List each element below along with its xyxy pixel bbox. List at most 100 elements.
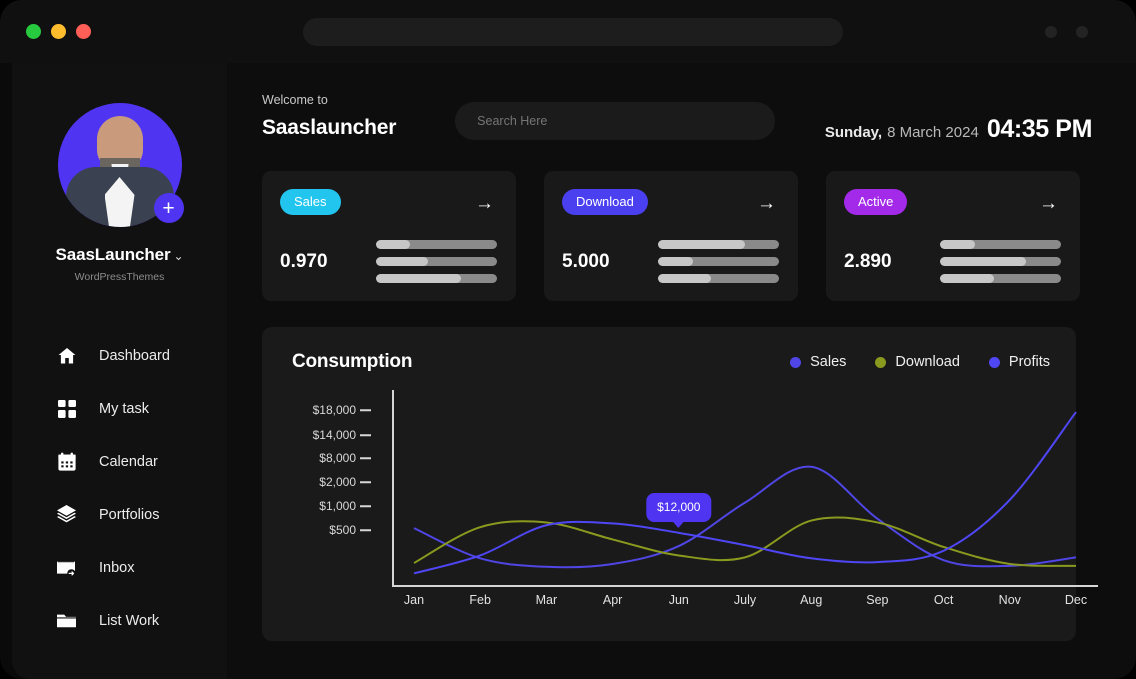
y-axis-tick <box>360 529 371 531</box>
window-button-minimize[interactable] <box>51 24 66 39</box>
x-axis-label: Nov <box>998 593 1021 607</box>
x-axis-label: Mar <box>535 593 558 607</box>
stat-card-body: 2.890 <box>844 240 1061 283</box>
sidebar-item-label: Portfolios <box>99 506 160 523</box>
sidebar-nav: Dashboard My task Calendar Portfolios <box>12 329 227 647</box>
avatar-image <box>57 103 182 227</box>
sidebar-item-calendar[interactable]: Calendar <box>12 435 227 488</box>
sidebar-item-label: My task <box>99 400 149 417</box>
stat-cards: Sales → 0.970 Download → 5.000 <box>262 171 1092 301</box>
browser-chrome <box>0 0 1136 63</box>
progress-bar <box>940 274 1061 283</box>
chrome-profile-icon[interactable] <box>1076 26 1088 38</box>
sidebar-item-label: Dashboard <box>99 347 170 364</box>
chevron-down-icon[interactable]: ⌄ <box>173 249 184 263</box>
x-axis-label: Sep <box>866 593 889 607</box>
progress-bar <box>658 240 779 249</box>
x-axis-line <box>392 585 1098 587</box>
window-button-close[interactable] <box>76 24 91 39</box>
legend-swatch <box>875 356 887 368</box>
legend-label: Download <box>895 354 960 370</box>
add-icon[interactable]: + <box>153 193 184 223</box>
stat-card-active[interactable]: Active → 2.890 <box>826 171 1080 301</box>
sidebar: + SaasLauncher ⌄ WordPressThemes Dashboar… <box>12 63 227 679</box>
status-badge: Sales <box>280 189 341 215</box>
sidebar-item-portfolios[interactable]: Portfolios <box>12 488 227 541</box>
avatar[interactable]: + <box>57 103 184 227</box>
x-axis-label: Apr <box>602 593 623 607</box>
chart-title: Consumption <box>292 351 413 372</box>
y-axis-label: $8,000 <box>319 451 356 465</box>
time-value: 04:35 PM <box>986 115 1093 143</box>
x-axis-label: Jan <box>403 593 425 607</box>
chart-lines <box>413 411 1077 575</box>
welcome-block: Welcome to Saaslauncher <box>262 93 396 140</box>
sidebar-item-my-task[interactable]: My task <box>12 382 227 435</box>
grid-icon <box>56 398 77 419</box>
progress-bar <box>658 274 779 283</box>
search-input[interactable] <box>455 102 776 140</box>
chart-plot-area: $18,000 $14,000 $8,000 $2,000 $1,000 $500 Jan… <box>292 390 1098 620</box>
x-axis-labels: Jan Feb Mar Apr Jun July Aug Sep Oct Nov Dec <box>392 593 1098 613</box>
profile-name-text: SaasLauncher <box>55 245 171 264</box>
status-badge: Download <box>562 189 648 215</box>
sidebar-item-dashboard[interactable]: Dashboard <box>12 329 227 382</box>
progress-bars <box>376 240 497 283</box>
legend-item-sales[interactable]: Sales <box>790 354 846 370</box>
calendar-icon <box>56 451 77 472</box>
chart-header: Consumption Sales Download Profits <box>292 351 1050 373</box>
arrow-right-icon[interactable]: → <box>475 193 494 214</box>
y-axis-tick <box>360 457 371 459</box>
arrow-right-icon[interactable]: → <box>1039 193 1058 214</box>
sidebar-item-label: Calendar <box>99 453 158 470</box>
layers-icon <box>56 504 77 525</box>
y-axis-tick <box>360 434 371 436</box>
status-badge: Active <box>844 189 908 215</box>
x-axis-label: Dec <box>1064 593 1088 607</box>
home-icon <box>56 345 77 366</box>
x-axis-label: July <box>733 593 757 607</box>
stat-card-body: 0.970 <box>280 240 497 283</box>
y-axis-label: $14,000 <box>312 428 356 442</box>
datetime-display: Sunday, 8 March 2024 04:35 PM <box>824 115 1093 144</box>
y-axis-label: $18,000 <box>312 403 356 417</box>
page-title: Saaslauncher <box>262 116 397 139</box>
legend-item-profits[interactable]: Profits <box>988 354 1050 370</box>
date-day: Sunday, <box>824 124 883 141</box>
avatar-head <box>96 116 143 186</box>
main-content: Welcome to Saaslauncher Sunday, 8 March … <box>227 63 1136 679</box>
sidebar-item-inbox[interactable]: Inbox <box>12 541 227 594</box>
progress-bar <box>376 240 497 249</box>
progress-bars <box>940 240 1061 283</box>
mail-icon <box>56 557 77 578</box>
x-axis-label: Feb <box>469 593 491 607</box>
y-axis-tick <box>360 409 371 411</box>
legend-label: Profits <box>1008 354 1050 370</box>
profile-subtitle: WordPressThemes <box>74 271 165 283</box>
legend-item-download[interactable]: Download <box>875 354 960 370</box>
y-axis-line <box>392 390 394 586</box>
welcome-label: Welcome to <box>262 93 328 107</box>
stat-card-download[interactable]: Download → 5.000 <box>544 171 798 301</box>
progress-bar <box>940 257 1061 266</box>
sidebar-item-list-work[interactable]: List Work <box>12 594 227 647</box>
address-bar[interactable] <box>303 18 843 46</box>
progress-bar <box>376 257 497 266</box>
x-axis-label: Aug <box>800 593 823 607</box>
arrow-right-icon[interactable]: → <box>757 193 776 214</box>
chart-tooltip: $12,000 <box>646 492 712 528</box>
chart-line-sales <box>413 465 1077 569</box>
profile-name[interactable]: SaasLauncher ⌄ <box>12 245 227 265</box>
x-axis-label: Jun <box>668 593 689 607</box>
y-axis-label: $500 <box>329 523 356 537</box>
stat-value: 0.970 <box>280 250 328 272</box>
stat-card-sales[interactable]: Sales → 0.970 <box>262 171 516 301</box>
legend-swatch <box>790 356 802 368</box>
window-button-maximize[interactable] <box>26 24 41 39</box>
chrome-menu-icon[interactable] <box>1045 26 1057 38</box>
header: Welcome to Saaslauncher Sunday, 8 March … <box>262 93 1092 144</box>
progress-bars <box>658 240 779 283</box>
stat-value: 5.000 <box>562 250 610 272</box>
chart-line-download <box>413 516 1077 567</box>
